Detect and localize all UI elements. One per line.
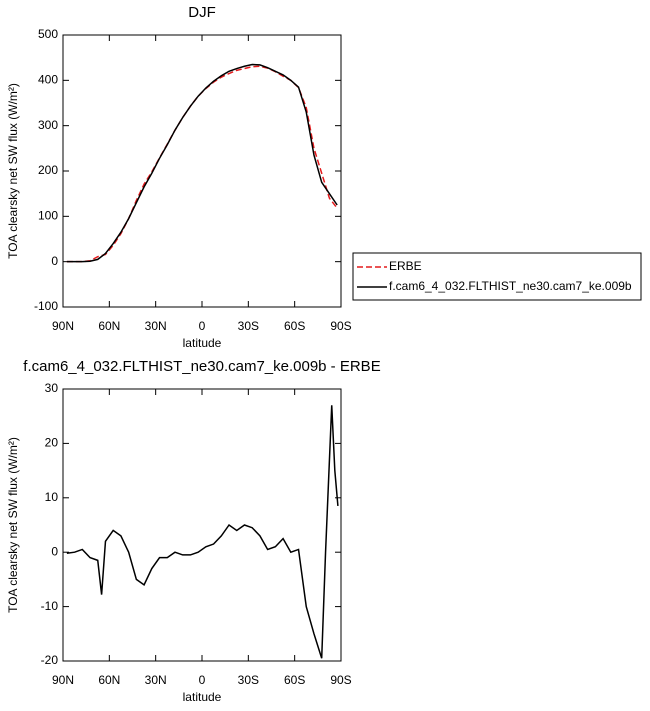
x-tick-label: 0 (199, 319, 206, 333)
plot-frame (62, 388, 342, 662)
y-tick-label: 200 (38, 163, 58, 177)
x-tick-label: 30N (145, 673, 167, 687)
data-line (66, 405, 339, 659)
x-tick-label: 90N (52, 319, 74, 333)
x-tick-label: 90S (330, 673, 351, 687)
y-tick-label: 0 (51, 544, 58, 558)
x-tick-label: 30S (238, 673, 259, 687)
y-tick-label: 10 (45, 490, 59, 504)
y-tick-label: -10 (41, 599, 59, 613)
plot-frame (62, 34, 342, 308)
y-tick-label: 20 (45, 436, 59, 450)
x-tick-label: 60S (284, 319, 305, 333)
legend-label: f.cam6_4_032.FLTHIST_ne30.cam7_ke.009b (389, 279, 632, 293)
x-tick-label: 30S (238, 319, 259, 333)
x-tick-label: 90N (52, 673, 74, 687)
y-tick-label: -20 (41, 653, 59, 667)
chart-title: DJF (188, 4, 216, 21)
x-tick-label: 0 (199, 673, 206, 687)
x-tick-label: 60N (98, 673, 120, 687)
x-axis-label: latitude (183, 336, 222, 350)
y-tick-label: 30 (45, 381, 59, 395)
y-axis-label: TOA clearsky net SW flux (W/m²) (6, 437, 20, 613)
x-tick-label: 30N (145, 319, 167, 333)
chart-title: f.cam6_4_032.FLTHIST_ne30.cam7_ke.009b -… (23, 358, 380, 375)
x-tick-label: 60S (284, 673, 305, 687)
x-axis-label: latitude (183, 690, 222, 704)
y-tick-label: 400 (38, 73, 58, 87)
x-tick-label: 60N (98, 319, 120, 333)
y-tick-label: -100 (34, 299, 58, 313)
data-line (66, 63, 338, 263)
y-tick-label: 0 (51, 254, 58, 268)
y-tick-label: 100 (38, 209, 58, 223)
x-tick-label: 90S (330, 319, 351, 333)
legend-label: ERBE (389, 259, 422, 273)
data-line (66, 65, 338, 263)
y-axis-label: TOA clearsky net SW flux (W/m²) (6, 83, 20, 259)
legend-box (352, 252, 642, 301)
y-tick-label: 300 (38, 118, 58, 132)
y-tick-label: 500 (38, 27, 58, 41)
